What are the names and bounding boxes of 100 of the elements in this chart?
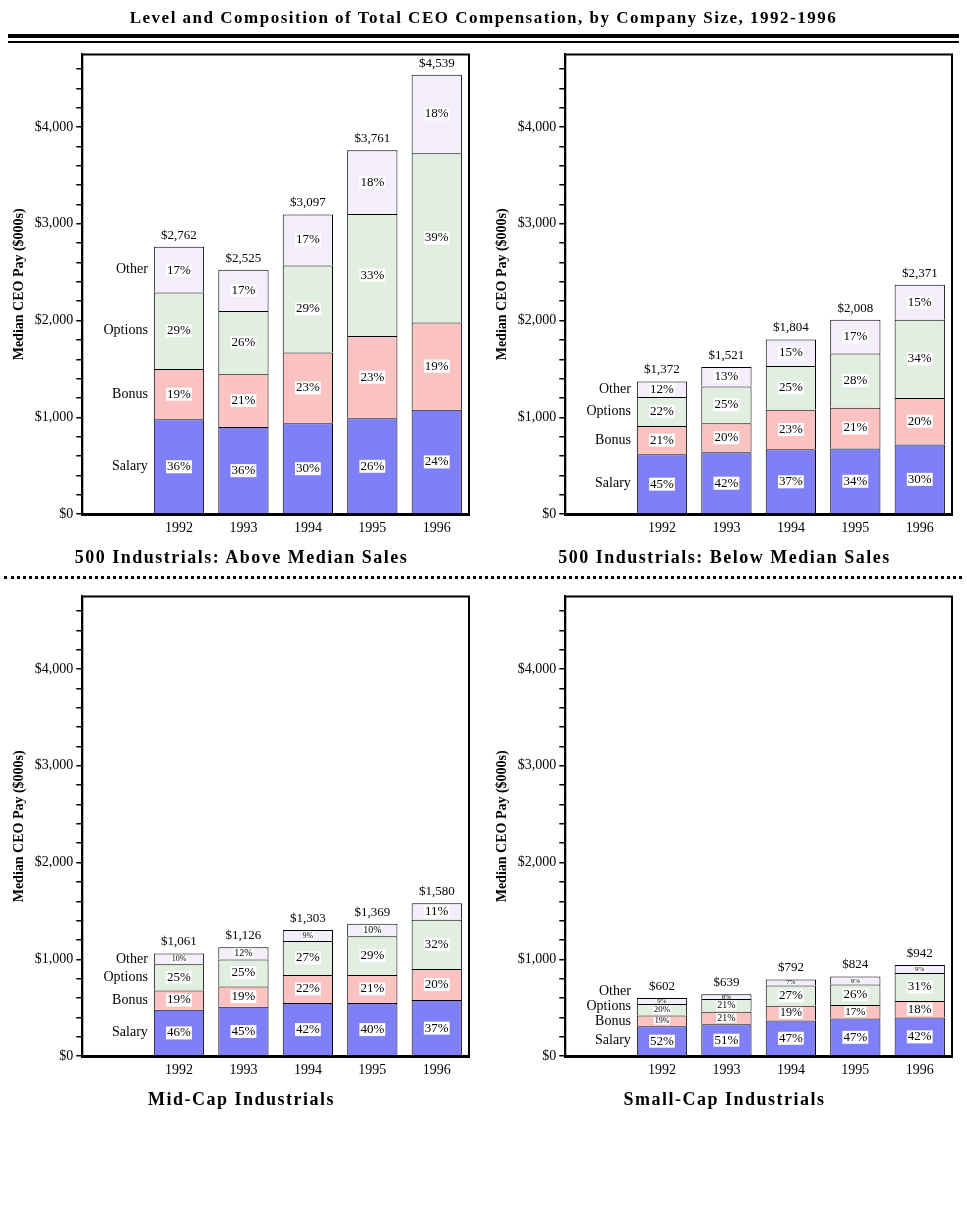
x-tick-label: 1995 <box>840 520 869 536</box>
x-tick-label: 1993 <box>228 520 257 536</box>
annotation: 33% <box>359 266 384 282</box>
total-label: $3,097 <box>289 194 326 210</box>
annotation: 34% <box>842 472 867 488</box>
total-label: $942 <box>906 944 933 960</box>
x-tick-label: 1995 <box>840 1062 869 1078</box>
y-tick-label: $3,000 <box>517 215 556 231</box>
annotation: 29% <box>359 946 384 962</box>
annotation: 17% <box>842 328 867 344</box>
y-axis-title: Median CEO Pay ($000s) <box>10 749 27 903</box>
annotation: 20% <box>653 1004 671 1015</box>
y-tick-label: $4,000 <box>34 118 73 134</box>
annotation: 10% <box>362 923 381 935</box>
total-label: $1,369 <box>353 903 390 919</box>
y-tick-label: $2,000 <box>34 854 73 870</box>
series-label: Salary <box>594 475 631 491</box>
annotation: 34% <box>907 350 932 366</box>
series-label: Salary <box>594 1032 631 1048</box>
series-label: Options <box>103 968 148 984</box>
annotation: 25% <box>778 379 803 395</box>
annotation: 47% <box>842 1028 867 1044</box>
total-label: $4,539 <box>418 54 455 70</box>
x-tick-label: 1995 <box>357 1062 386 1078</box>
annotation: 45% <box>649 475 674 491</box>
total-label: $1,521 <box>708 346 744 362</box>
x-tick-label: 1992 <box>647 520 676 536</box>
x-tick-label: 1994 <box>776 1062 805 1078</box>
x-tick-label: 1995 <box>357 520 386 536</box>
total-label: $2,762 <box>160 226 197 242</box>
total-label: $2,525 <box>225 249 261 265</box>
annotation: 21% <box>231 391 255 407</box>
annotation: 29% <box>166 322 191 338</box>
series-label: Options <box>586 997 631 1013</box>
annotation: 45% <box>231 1022 255 1038</box>
y-tick-label: $2,000 <box>517 854 556 870</box>
total-label: $2,371 <box>901 264 938 280</box>
x-tick-label: 1994 <box>293 1062 322 1078</box>
annotation: 18% <box>424 105 449 121</box>
annotation: 27% <box>778 987 803 1003</box>
y-tick-label: $0 <box>541 1047 556 1063</box>
annotation: 18% <box>907 1000 932 1016</box>
annotation: 22% <box>295 980 320 996</box>
series-label: Bonus <box>594 1012 631 1028</box>
total-label: $602 <box>648 977 675 993</box>
y-tick-label: $0 <box>541 505 556 521</box>
annotation: 26% <box>842 986 867 1002</box>
annotation: 19% <box>231 988 255 1004</box>
annotation: 25% <box>714 396 738 412</box>
total-label: $792 <box>777 959 804 975</box>
total-label: $824 <box>841 956 869 972</box>
annotation: 51% <box>714 1031 738 1047</box>
y-axis-title: Median CEO Pay ($000s) <box>10 207 27 361</box>
annotation: 21% <box>716 1011 736 1023</box>
annotation: 19% <box>779 1005 802 1020</box>
annotation: 25% <box>231 964 255 980</box>
total-label: $2,008 <box>836 299 873 315</box>
total-label: $1,126 <box>225 927 262 943</box>
annotation: 27% <box>295 949 320 965</box>
y-axis-title: Median CEO Pay ($000s) <box>493 749 510 903</box>
annotation: 13% <box>714 368 738 384</box>
total-label: $1,061 <box>160 933 197 949</box>
text: Level and Composition of Total CEO Compensation, by Company Size, 1992-1996 <box>128 7 839 29</box>
y-tick-label: $4,000 <box>517 118 556 134</box>
series-label: Other <box>115 261 148 277</box>
annotation: 24% <box>424 453 449 469</box>
text: 500 Industrials: Above Median Sales <box>74 547 409 568</box>
series-label: Salary <box>111 458 148 474</box>
y-tick-label: $2,000 <box>34 312 73 328</box>
annotation: 18% <box>359 173 384 189</box>
annotation: 42% <box>714 474 738 490</box>
annotation: 19% <box>654 1015 670 1025</box>
text: Small-Cap Industrials <box>623 1089 826 1110</box>
x-tick-label: 1993 <box>228 1062 257 1078</box>
annotation: 17% <box>166 261 191 277</box>
annotation: 37% <box>424 1019 449 1035</box>
annotation: 22% <box>649 403 674 419</box>
y-tick-label: $3,000 <box>34 757 73 773</box>
total-label: $1,804 <box>772 319 809 335</box>
series-label: Bonus <box>111 991 148 1007</box>
annotation: 23% <box>295 379 320 395</box>
total-label: $1,580 <box>418 883 455 899</box>
x-tick-label: 1994 <box>293 520 322 536</box>
annotation: 40% <box>359 1021 384 1036</box>
series-label: Bonus <box>111 385 148 401</box>
annotation: 46% <box>166 1024 191 1040</box>
annotation: 25% <box>166 968 191 984</box>
annotation: 28% <box>842 372 867 388</box>
series-label: Other <box>598 982 631 998</box>
series-label: Bonus <box>594 431 631 447</box>
annotation: 20% <box>907 412 932 428</box>
total-label: $1,372 <box>643 361 680 377</box>
y-tick-label: $2,000 <box>517 312 556 328</box>
annotation: 36% <box>166 458 191 474</box>
annotation: 37% <box>778 473 803 489</box>
x-tick-label: 1994 <box>776 520 805 536</box>
x-tick-label: 1996 <box>905 1062 934 1078</box>
annotation: 21% <box>716 999 736 1011</box>
y-tick-label: $1,000 <box>517 409 556 425</box>
y-tick-label: $1,000 <box>34 951 73 967</box>
